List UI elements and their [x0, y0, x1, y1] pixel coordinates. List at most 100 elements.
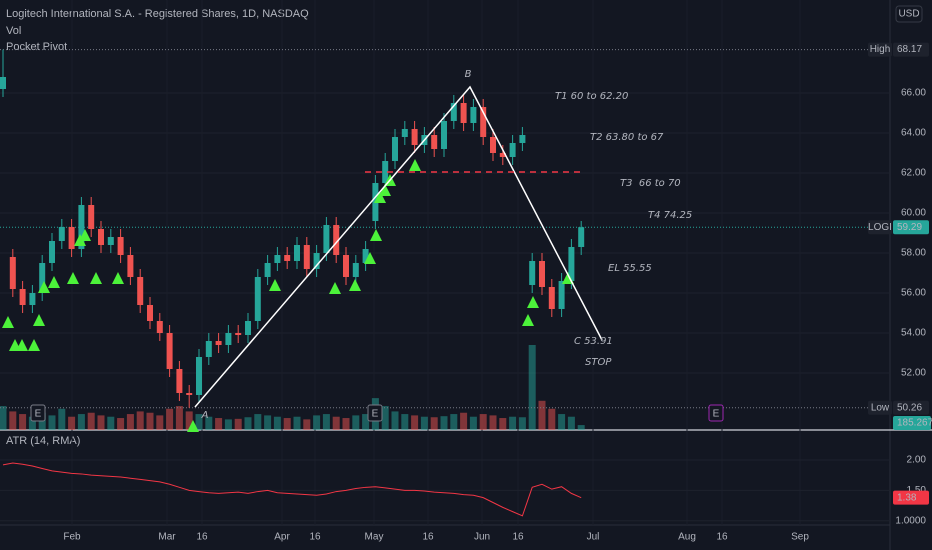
volume-bar	[401, 414, 409, 430]
candle-body	[470, 107, 477, 123]
badge-value: 50.26	[897, 402, 922, 413]
badge-value-bg	[893, 220, 929, 235]
candle-body	[490, 137, 496, 153]
pocket-pivot-marker	[364, 252, 376, 264]
candle-body	[127, 255, 134, 277]
candle-body	[441, 121, 447, 149]
badge-label-bg	[868, 42, 892, 57]
candle-body	[499, 153, 506, 157]
volume-bar	[440, 416, 448, 430]
x-tick-label: Sep	[791, 532, 809, 543]
candle-body	[98, 229, 104, 245]
volume-bar	[48, 415, 56, 430]
candle-body	[29, 293, 36, 305]
volume-bar	[352, 415, 360, 430]
x-tick-label: Mar	[158, 532, 176, 543]
volume-bar	[264, 415, 272, 430]
candle-body	[548, 287, 555, 309]
x-tick-label: Apr	[274, 532, 290, 543]
candle-body	[431, 135, 438, 149]
volume-bar	[528, 345, 536, 430]
volume-bar	[97, 415, 105, 430]
x-tick-label: 16	[512, 532, 524, 543]
annotation: STOP	[585, 357, 612, 368]
badge-label-bg	[868, 220, 892, 235]
volume-bar	[558, 414, 566, 430]
pocket-pivot-marker	[187, 420, 199, 432]
volume-bar	[244, 417, 252, 430]
candle-body	[509, 143, 516, 157]
pocket-pivot-marker	[409, 159, 421, 171]
annotation: T4 74.25	[648, 210, 692, 221]
candle-body	[245, 321, 251, 335]
candle-body	[352, 263, 359, 277]
volume-bar	[391, 411, 399, 430]
earnings-label: E	[713, 409, 720, 420]
candle-body	[137, 277, 144, 305]
candle-body	[205, 341, 212, 357]
candle-body	[578, 227, 585, 247]
candle-body	[156, 321, 163, 333]
indicator-label: Vol	[6, 25, 21, 37]
y-tick-label: 2.00	[907, 455, 927, 466]
volume-bar	[234, 418, 242, 430]
candle-body	[382, 161, 389, 183]
volume-bar	[87, 412, 95, 430]
volume-bar	[479, 414, 487, 430]
pocket-pivot-marker	[370, 229, 382, 241]
earnings-marker[interactable]	[708, 404, 724, 422]
volume-bar	[273, 416, 281, 430]
badge-label: LOGI	[868, 222, 892, 233]
candle-body	[392, 137, 398, 161]
badge-value: 68.17	[897, 44, 922, 55]
volume-bar	[215, 418, 223, 430]
currency[interactable]: USD	[898, 9, 919, 20]
pocket-pivot-marker	[374, 191, 386, 203]
candle-body	[362, 249, 369, 263]
candle-body	[68, 227, 75, 249]
earnings-marker[interactable]	[30, 404, 46, 422]
volume-bar	[430, 417, 438, 430]
badge-value-bg	[893, 416, 931, 430]
volume-bar	[0, 406, 7, 430]
pocket-pivot-marker	[329, 282, 341, 294]
volume-bar	[489, 415, 497, 430]
pocket-pivot-marker	[522, 314, 534, 326]
candle-body	[0, 77, 6, 89]
annotation: T2 63.80 to 67	[590, 132, 664, 143]
candle-body	[215, 341, 222, 345]
badge-value: 185.267K	[897, 418, 932, 429]
y-tick-label: 60.00	[901, 208, 926, 219]
candle-body	[176, 369, 183, 393]
currency-box[interactable]	[895, 5, 923, 23]
pocket-pivot-marker	[527, 296, 539, 308]
candle-body	[78, 205, 85, 249]
volume-bar	[548, 408, 556, 430]
volume-bar	[518, 417, 526, 430]
pocket-pivot-marker	[33, 314, 45, 326]
earnings-marker[interactable]	[367, 404, 383, 422]
candle-body	[333, 225, 340, 255]
candle-body	[196, 357, 202, 395]
volume-bar	[469, 416, 477, 430]
earnings-label: E	[372, 409, 379, 420]
volume-bar	[9, 411, 17, 430]
x-tick-label: 16	[422, 532, 434, 543]
badge-label-bg	[868, 400, 892, 415]
volume-bar	[303, 419, 311, 430]
candle-body	[19, 289, 26, 305]
badge-value: 1.38	[897, 492, 917, 503]
badge-label: Low	[871, 402, 890, 413]
volume-bar	[450, 414, 458, 430]
candle-body	[568, 247, 575, 281]
volume-bar	[185, 411, 193, 430]
volume-bar	[313, 415, 321, 430]
pocket-pivot-marker	[48, 276, 60, 288]
chart-title: Logitech International S.A. - Registered…	[6, 8, 309, 20]
volume-bar	[381, 406, 389, 430]
indicator-label: Pocket Pivot	[6, 41, 67, 53]
badge-value: 59.29	[897, 222, 922, 233]
pocket-pivot-marker	[16, 339, 28, 351]
candle-body	[539, 261, 545, 287]
volume-bar	[77, 414, 85, 430]
